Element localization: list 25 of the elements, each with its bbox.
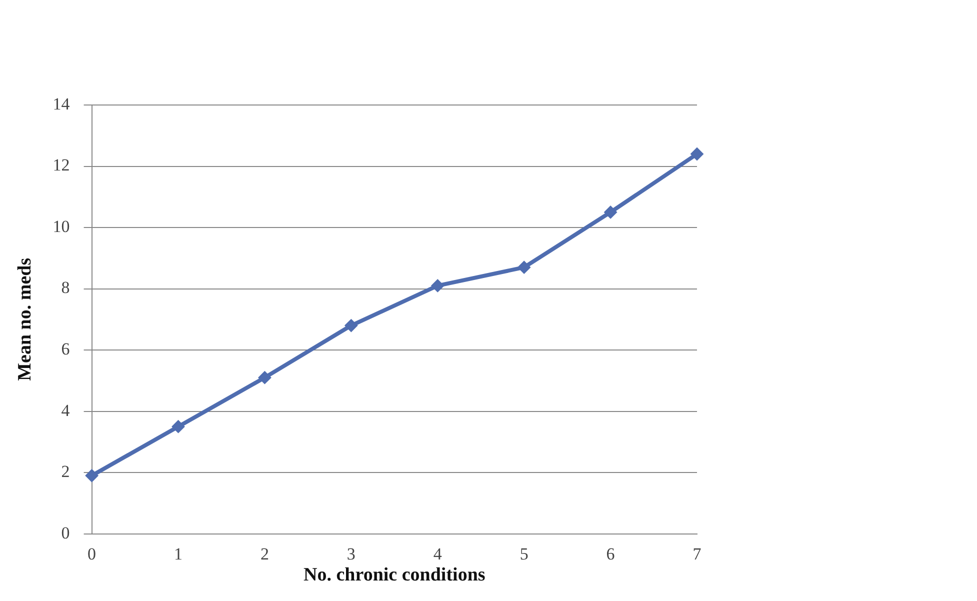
point	[258, 371, 272, 384]
y-tick-label: 2	[61, 462, 70, 482]
y-tick-label: 8	[61, 278, 70, 298]
x-tick-label: 5	[520, 544, 528, 564]
point	[431, 279, 444, 292]
x-axis-title: No. chronic conditions	[304, 564, 486, 586]
point	[690, 148, 704, 161]
x-tick-label: 1	[174, 544, 183, 564]
x-tick-label: 7	[692, 544, 702, 564]
y-axis-title: Mean no. meds	[14, 258, 36, 381]
y-tick-label: 6	[61, 339, 70, 358]
point	[172, 420, 185, 434]
x-tick-label: 0	[88, 544, 96, 564]
y-tick-label: 4	[61, 400, 70, 420]
x-tick-label: 3	[346, 544, 356, 564]
x-tick-label: 2	[260, 544, 269, 564]
y-tick-label: 0	[61, 523, 70, 542]
x-tick-label: 6	[606, 544, 615, 564]
y-tick-label: 10	[52, 216, 70, 236]
y-tick-label: 14	[52, 94, 70, 114]
point	[604, 206, 618, 219]
y-tick-label: 12	[52, 156, 70, 175]
point	[518, 260, 531, 274]
point	[344, 319, 358, 332]
x-tick-label: 4	[433, 544, 442, 564]
